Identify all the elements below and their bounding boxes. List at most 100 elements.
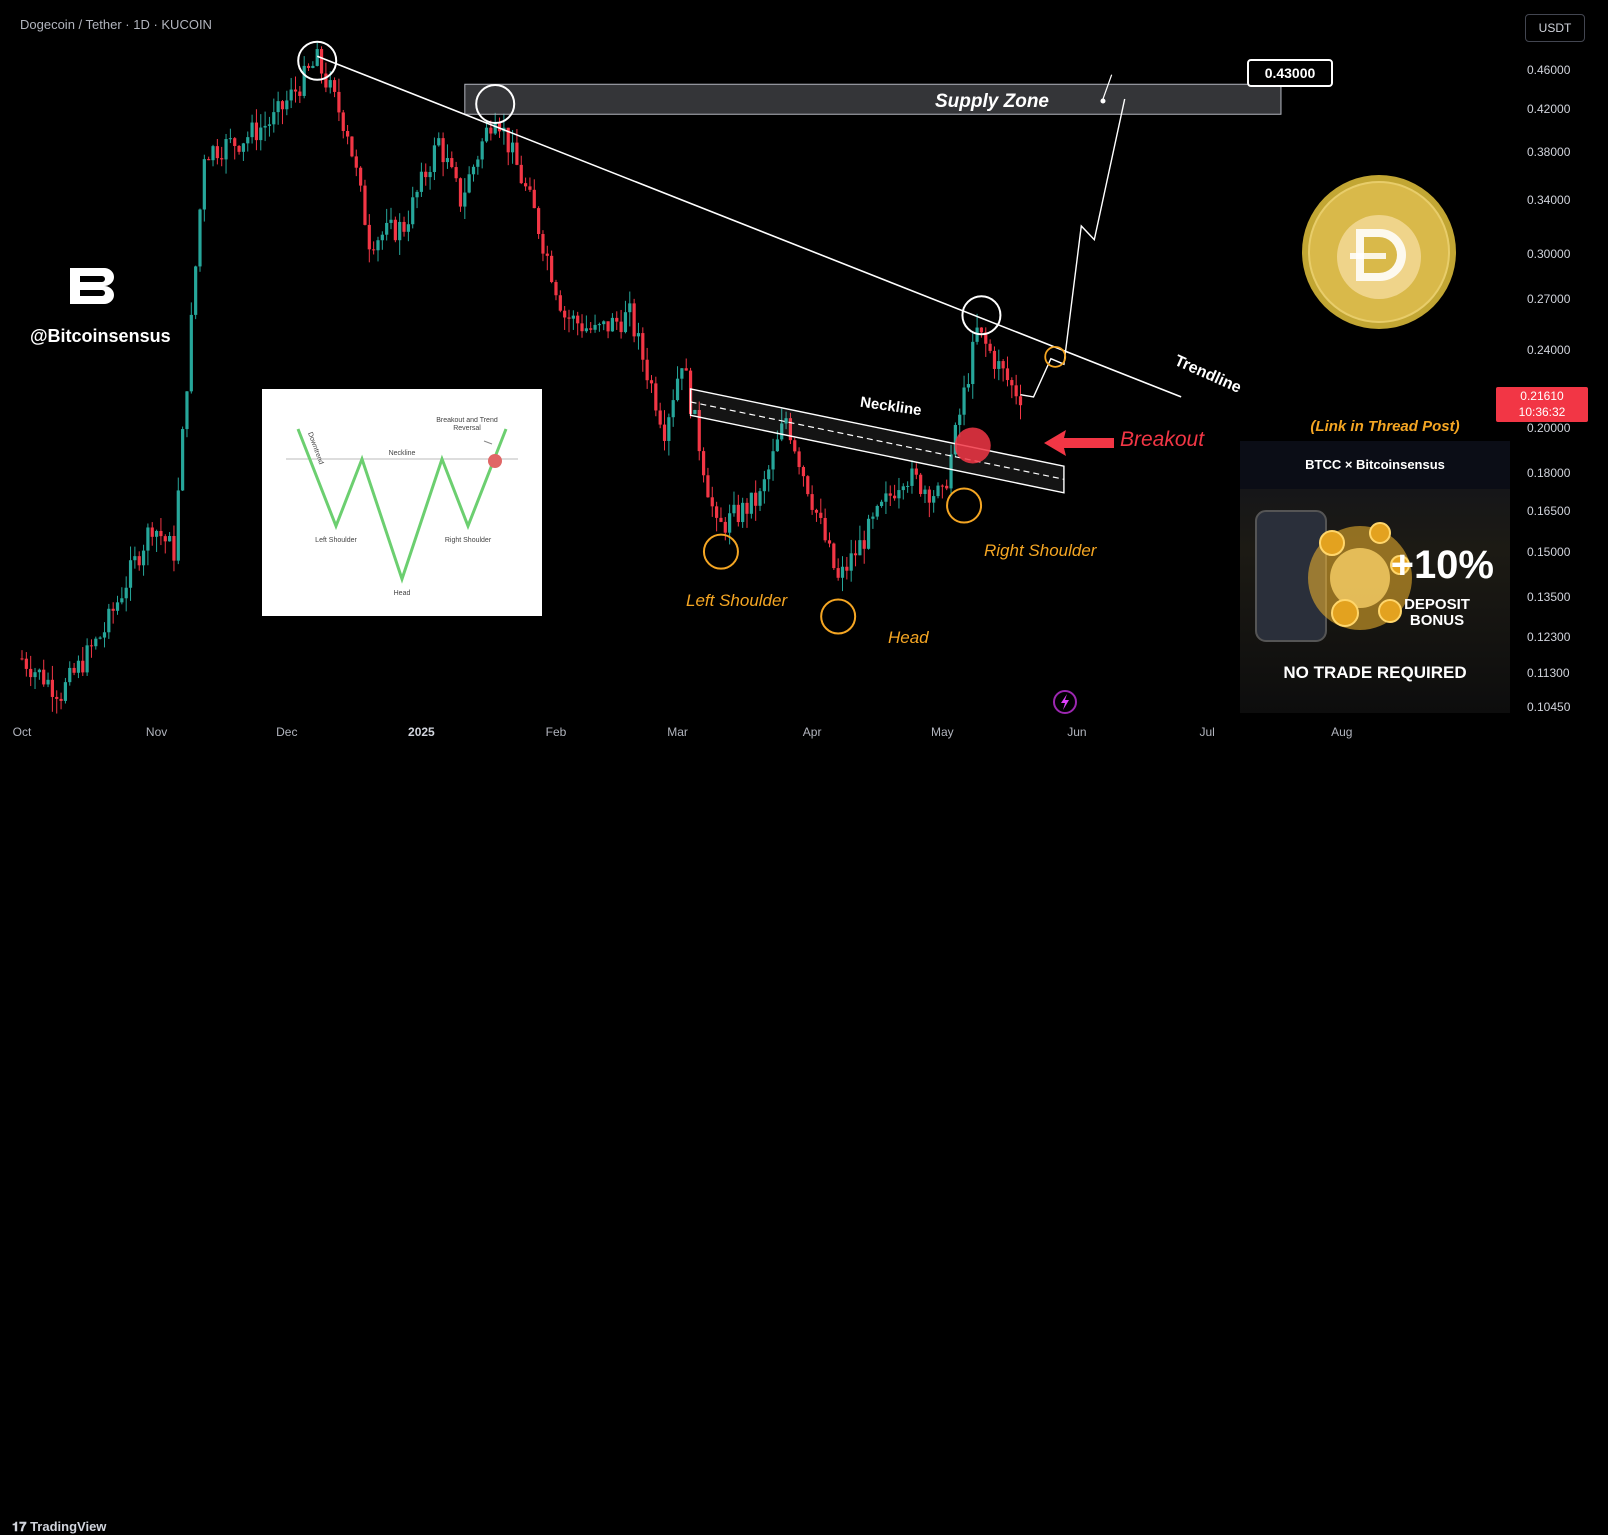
target-marker (1100, 98, 1106, 104)
candle-body (50, 679, 54, 697)
pattern-marker-circle (702, 533, 739, 570)
candle-body (649, 380, 654, 384)
candle-body (42, 669, 46, 685)
time-axis-label: Jul (1199, 725, 1215, 739)
candle-body (693, 409, 697, 414)
candle-body (306, 65, 311, 68)
candle-body (424, 171, 428, 178)
top-marker-circle (475, 84, 516, 125)
candle-body (302, 65, 306, 96)
candle-body (992, 350, 997, 369)
candle-body (154, 530, 159, 537)
candle-body (319, 49, 324, 74)
candle-body (376, 240, 380, 251)
candle-body (784, 418, 788, 424)
candle-body (853, 553, 858, 556)
candle-body (328, 80, 332, 88)
candle-body (380, 234, 384, 241)
candle-body (667, 417, 671, 441)
breakout-arrow-icon (1044, 430, 1114, 456)
candle-body (879, 501, 884, 507)
price-chart[interactable] (0, 0, 1608, 782)
candle-body (419, 171, 424, 192)
candle-body (198, 209, 202, 267)
candle-body (267, 124, 272, 126)
candle-body (597, 324, 601, 326)
promo-banner[interactable]: BTCC × Bitcoinsensus +10% DEPOSIT BONUS … (1240, 441, 1510, 713)
left-shoulder-label: Left Shoulder (686, 591, 788, 610)
candle-body (332, 80, 337, 92)
candle-body (450, 158, 454, 168)
candle-body (1014, 385, 1018, 397)
price-axis-label: 0.20000 (1527, 420, 1571, 435)
candle-body (984, 332, 988, 344)
candle-body (654, 383, 658, 411)
candle-body (24, 658, 28, 669)
candle-body (463, 192, 467, 207)
candle-body (602, 321, 606, 325)
candle-body (341, 112, 345, 132)
price-axis-label: 0.10450 (1527, 700, 1571, 714)
candle-body (658, 410, 662, 425)
candle-body (72, 667, 76, 673)
candle-body (128, 560, 133, 588)
candle-body (168, 535, 172, 542)
candle-body (767, 469, 771, 480)
candle-body (141, 550, 146, 566)
time-axis-label: May (931, 725, 954, 739)
candle-body (962, 387, 966, 415)
candle-body (37, 669, 41, 673)
candle-body (584, 328, 588, 332)
candle-body (20, 658, 24, 660)
candle-body (840, 566, 845, 578)
candle-body (749, 492, 753, 514)
candle-body (610, 317, 615, 332)
candle-body (758, 491, 762, 506)
currency-button[interactable]: USDT (1525, 14, 1585, 42)
time-axis-label: Nov (145, 725, 168, 739)
candle-body (220, 158, 224, 160)
candle-body (259, 127, 263, 141)
candle-body (814, 509, 819, 513)
head-label: Head (888, 628, 929, 647)
candle-body (345, 131, 350, 137)
candle-body (233, 138, 237, 146)
candle-body (736, 504, 740, 523)
candle-body (636, 333, 641, 337)
candle-body (932, 496, 936, 503)
footer-bar: 𝟏𝟕 TradingView (0, 758, 1608, 1534)
candle-body (710, 497, 714, 507)
diagram-head: Head (394, 590, 411, 597)
candle-body (936, 485, 940, 497)
price-axis-label: 0.46000 (1527, 63, 1571, 77)
candle-body (120, 598, 124, 603)
candle-body (819, 512, 823, 518)
time-axis-label: 2025 (408, 725, 435, 739)
candle-body (441, 138, 445, 163)
candle-body (780, 423, 784, 440)
candle-body (85, 645, 89, 673)
candle-body (428, 172, 432, 178)
candle-body (437, 138, 441, 146)
candle-body (159, 530, 163, 537)
candle-body (224, 139, 228, 160)
promo-bonus: +10% (1390, 543, 1494, 587)
target-pointer (1102, 74, 1113, 100)
inverse-head-shoulders-diagram: Downtrend Neckline Left Shoulder Head Ri… (262, 389, 542, 616)
candle-body (762, 479, 766, 492)
candle-body (1001, 361, 1005, 369)
candle-body (359, 167, 363, 186)
candle-body (580, 323, 584, 332)
candle-body (554, 282, 558, 296)
candle-body (949, 454, 953, 489)
tradingview-logo[interactable]: 𝟏𝟕 TradingView (12, 1519, 106, 1535)
candle-body (471, 166, 476, 175)
lightning-icon[interactable] (1052, 689, 1078, 715)
last-price-value: 0.21610 (1520, 389, 1564, 403)
candle-body (858, 540, 862, 556)
candle-body (919, 474, 923, 495)
diagram-right-shoulder: Right Shoulder (445, 537, 492, 544)
candle-body (606, 321, 610, 332)
candle-body (354, 156, 358, 168)
